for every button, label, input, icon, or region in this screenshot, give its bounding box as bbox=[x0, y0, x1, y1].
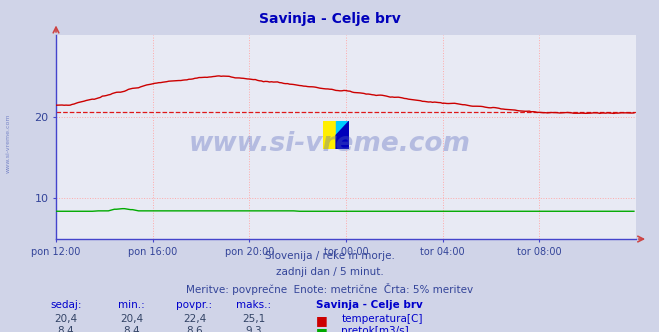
Text: 8,6: 8,6 bbox=[186, 326, 203, 332]
Text: povpr.:: povpr.: bbox=[177, 300, 212, 310]
Polygon shape bbox=[336, 121, 349, 149]
Text: 9,3: 9,3 bbox=[245, 326, 262, 332]
Polygon shape bbox=[323, 121, 336, 149]
Text: temperatura[C]: temperatura[C] bbox=[341, 314, 423, 324]
Text: Savinja - Celje brv: Savinja - Celje brv bbox=[258, 12, 401, 26]
Polygon shape bbox=[336, 121, 349, 135]
Text: sedaj:: sedaj: bbox=[50, 300, 82, 310]
Text: zadnji dan / 5 minut.: zadnji dan / 5 minut. bbox=[275, 267, 384, 277]
Text: 8,4: 8,4 bbox=[57, 326, 74, 332]
Text: www.si-vreme.com: www.si-vreme.com bbox=[5, 113, 11, 173]
Text: Meritve: povprečne  Enote: metrične  Črta: 5% meritev: Meritve: povprečne Enote: metrične Črta:… bbox=[186, 283, 473, 294]
Text: Slovenija / reke in morje.: Slovenija / reke in morje. bbox=[264, 251, 395, 261]
Text: 22,4: 22,4 bbox=[183, 314, 206, 324]
Text: Savinja - Celje brv: Savinja - Celje brv bbox=[316, 300, 423, 310]
Text: ■: ■ bbox=[316, 314, 328, 327]
Text: 20,4: 20,4 bbox=[120, 314, 144, 324]
Text: 8,4: 8,4 bbox=[123, 326, 140, 332]
Text: 20,4: 20,4 bbox=[54, 314, 78, 324]
Text: www.si-vreme.com: www.si-vreme.com bbox=[188, 131, 471, 157]
Text: min.:: min.: bbox=[119, 300, 145, 310]
Text: ■: ■ bbox=[316, 326, 328, 332]
Text: 25,1: 25,1 bbox=[242, 314, 266, 324]
Text: pretok[m3/s]: pretok[m3/s] bbox=[341, 326, 409, 332]
Text: maks.:: maks.: bbox=[236, 300, 272, 310]
